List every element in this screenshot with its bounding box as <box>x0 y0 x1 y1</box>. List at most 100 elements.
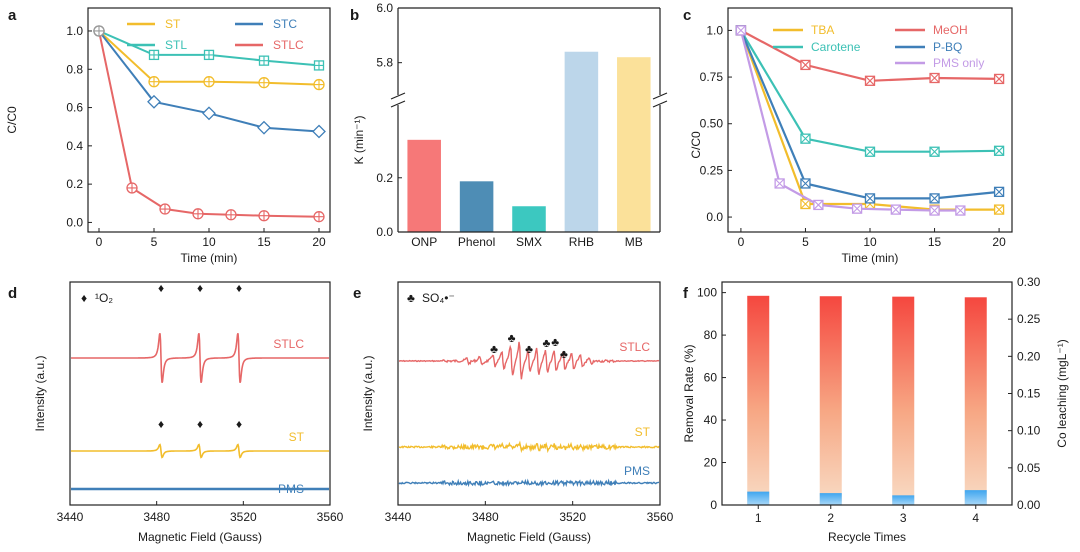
data-point-c-PMS only-cross <box>890 204 901 215</box>
bar-b-RHB <box>564 51 599 232</box>
x-tick-label-a: 20 <box>312 235 326 249</box>
x-tick-label-c: 0 <box>738 235 745 249</box>
axis-break-mask-b <box>391 96 405 104</box>
species-symbol-e: ♣ <box>407 291 415 305</box>
x-tick-label-e: 3480 <box>472 510 499 524</box>
data-point-a-STC <box>202 106 216 121</box>
y-tick-label-right-f: 0.20 <box>1017 349 1041 363</box>
x-tick-label-c: 5 <box>802 235 809 249</box>
data-point-a-STLC-cross <box>226 209 236 220</box>
x-tick-label-b: RHB <box>569 235 594 249</box>
x-tick-label-b: MB <box>625 235 643 249</box>
data-point-a-STLC-cross <box>127 182 137 193</box>
trace-label-e-ST: ST <box>635 425 651 439</box>
x-axis-label-c: Time (min) <box>842 251 899 265</box>
data-point-a-STL <box>313 60 325 71</box>
data-point-c-Carotene <box>929 146 940 157</box>
data-point-a-ST-cross <box>314 79 324 90</box>
x-tick-label-e: 3560 <box>647 510 674 524</box>
y-tick-label-b: 0.0 <box>376 225 393 239</box>
data-point-c-Carotene-cross <box>800 133 811 144</box>
spectrum-e-PMS <box>398 478 659 488</box>
panel-b: b ONP Phenol SMX RHB MB 0.0 0.2 5.8 6.0 K (min⁻¹) <box>350 1 668 249</box>
data-point-a-STLC <box>258 210 270 222</box>
y-tick-label-f: 20 <box>704 456 718 470</box>
x-tick-label-b: ONP <box>411 235 437 249</box>
data-point-a-STC-shape <box>147 94 161 109</box>
data-point-a-STLC-cross <box>259 210 269 221</box>
peak-marker-d: ♦ <box>158 281 164 295</box>
data-point-c-Carotene-cross <box>929 146 940 157</box>
y-tick-label-b: 6.0 <box>376 1 393 15</box>
bar-f-removal-2 <box>819 296 842 505</box>
data-point-c-TBA-cross <box>800 199 811 209</box>
data-point-a-STLC <box>192 208 204 220</box>
data-point-c-PMS only <box>929 205 940 216</box>
x-tick-label-f: 2 <box>827 511 834 525</box>
legend-label-c-PMS only: PMS only <box>933 56 984 70</box>
data-point-c-TBA <box>800 198 811 210</box>
data-point-a-STLC <box>93 25 105 37</box>
data-point-a-STC <box>147 94 161 109</box>
data-point-c-PMS only <box>851 203 863 214</box>
bar-f-leaching-4 <box>964 490 987 505</box>
data-point-a-STL <box>203 49 215 61</box>
data-point-c-P-BQ <box>993 186 1005 198</box>
data-point-c-P-BQ <box>800 178 811 189</box>
panel-label-a: a <box>8 7 17 24</box>
bar-b-SMX <box>512 206 546 232</box>
x-tick-label-f: 1 <box>755 511 762 525</box>
y-tick-label-right-f: 0.30 <box>1017 275 1041 289</box>
y-tick-label-a: 0.2 <box>66 177 83 191</box>
y-tick-label-f: 40 <box>704 413 718 427</box>
data-point-a-STL-cross <box>204 50 214 60</box>
data-point-c-MeOH-cross <box>800 60 811 70</box>
data-point-c-PMS only-cross <box>852 203 862 214</box>
data-point-a-ST <box>203 76 215 88</box>
x-axis-label-f: Recycle Times <box>828 530 906 544</box>
data-point-c-MeOH <box>993 73 1005 85</box>
data-point-a-STC-shape <box>257 120 271 135</box>
data-point-a-STLC-cross <box>193 208 203 219</box>
data-point-a-ST <box>258 77 270 89</box>
trace-label-d-PMS: PMS <box>278 482 304 496</box>
peak-marker-e: ♣ <box>543 336 551 350</box>
x-tick-label-f: 3 <box>900 511 907 525</box>
y-tick-label-c: 0.25 <box>700 163 724 177</box>
legend-label-a-STLC: STLC <box>273 38 304 52</box>
peak-marker-e: ♣ <box>551 335 559 349</box>
peak-marker-d: ♦ <box>236 417 242 431</box>
data-point-c-Carotene-cross <box>994 145 1004 156</box>
panel-label-f: f <box>683 285 689 302</box>
bar-f-removal-4 <box>964 297 987 505</box>
y-tick-label-f: 0 <box>710 498 717 512</box>
data-point-a-ST <box>313 78 325 91</box>
peak-marker-e: ♣ <box>560 347 568 361</box>
data-point-a-ST-cross <box>149 76 159 87</box>
x-tick-label-a: 0 <box>96 235 103 249</box>
panel-c: c 0 5 10 15 20 0.0 0.25 0.50 0.75 1.0 Time (min) C/C… <box>683 7 1013 265</box>
data-point-a-STC <box>312 124 326 139</box>
x-tick-label-a: 5 <box>151 235 158 249</box>
y-tick-label-c: 0.75 <box>700 70 724 84</box>
x-tick-label-e: 3440 <box>385 510 412 524</box>
data-point-c-PMS only-cross <box>955 205 966 216</box>
y-tick-label-f: 80 <box>704 328 718 342</box>
y-tick-label-a: 1.0 <box>66 24 83 38</box>
peak-marker-e: ♣ <box>490 342 498 356</box>
data-point-a-STLC <box>225 209 237 221</box>
data-point-c-P-BQ <box>929 193 940 204</box>
peak-marker-d: ♦ <box>236 281 242 295</box>
data-point-a-STL <box>148 49 160 61</box>
data-point-c-PMS only-cross <box>774 178 785 189</box>
panel-label-d: d <box>8 285 17 302</box>
data-point-a-STL-cross <box>259 56 269 66</box>
data-point-c-MeOH <box>929 72 940 84</box>
data-point-c-TBA <box>993 204 1005 215</box>
y-tick-label-right-f: 0.05 <box>1017 461 1041 475</box>
data-point-a-STC-shape <box>312 124 326 139</box>
panel-a: a 0 5 10 15 20 0.0 0.2 0.4 0.6 0.8 1.0 Time (min) C/C… <box>5 7 331 265</box>
x-tick-label-d: 3440 <box>57 510 84 524</box>
trace-label-e-STLC: STLC <box>619 340 650 354</box>
